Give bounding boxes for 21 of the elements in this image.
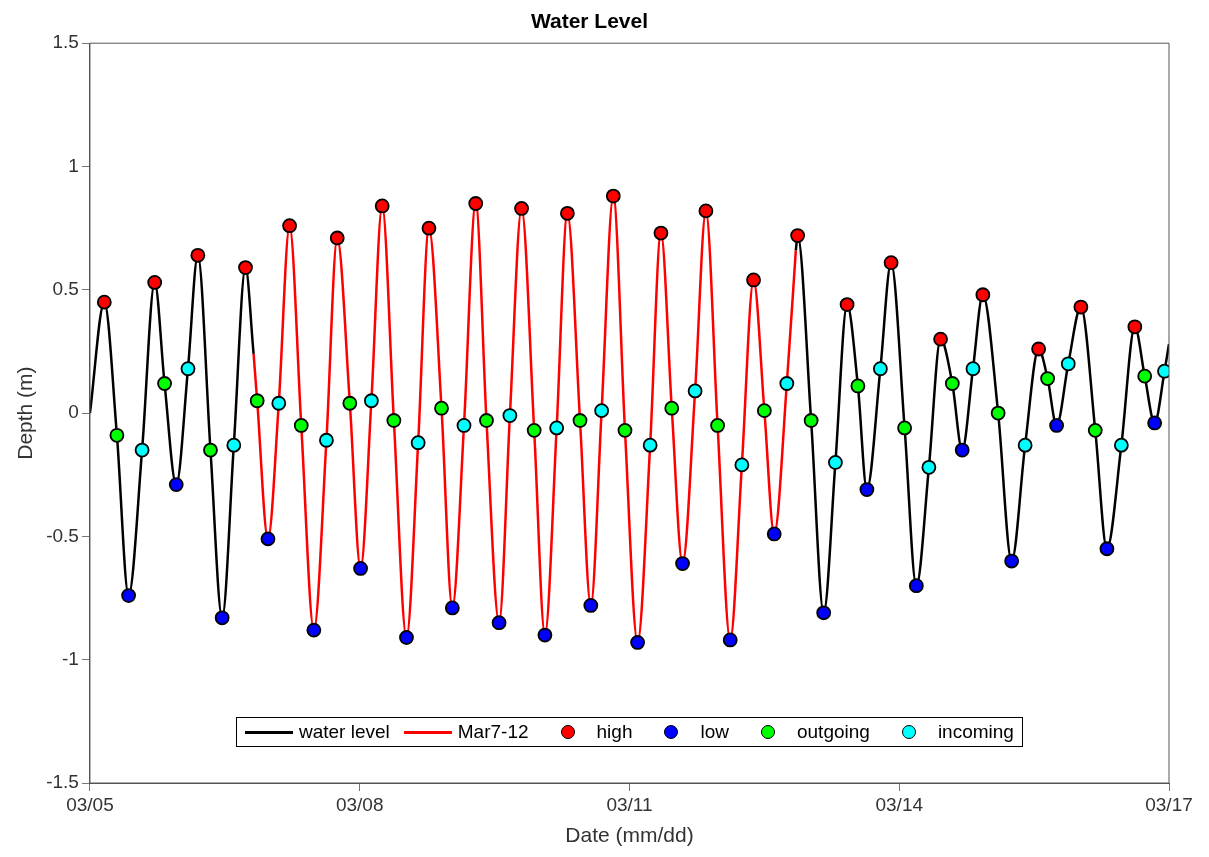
x-tick-label: 03/05	[66, 793, 114, 815]
legend-label: outgoing	[796, 721, 870, 743]
y-tick-label: -1.5	[46, 771, 79, 793]
y-tick-label: -0.5	[46, 524, 79, 546]
y-tick-label: 1.5	[52, 31, 79, 53]
y-tick-label: 0.5	[52, 278, 79, 300]
legend-label: Mar7-12	[457, 721, 529, 743]
chart-title: Water Level	[530, 9, 649, 33]
x-tick-label: 03/11	[606, 793, 653, 815]
legend-label: high	[596, 721, 633, 743]
x-tick-label: 03/14	[875, 793, 924, 815]
y-tick-label: 0	[68, 401, 79, 423]
y-tick-label: -1	[62, 647, 79, 669]
x-tick-label: 03/17	[1145, 793, 1193, 815]
y-tick-label: 1	[68, 154, 79, 176]
y-axis-title: Depth (m)	[13, 366, 37, 460]
legend-label: low	[700, 721, 729, 743]
legend-label: water level	[298, 721, 390, 743]
x-tick-label: 03/08	[335, 793, 384, 815]
x-axis-title: Date (mm/dd)	[565, 823, 694, 847]
legend-label: incoming	[937, 721, 1014, 743]
